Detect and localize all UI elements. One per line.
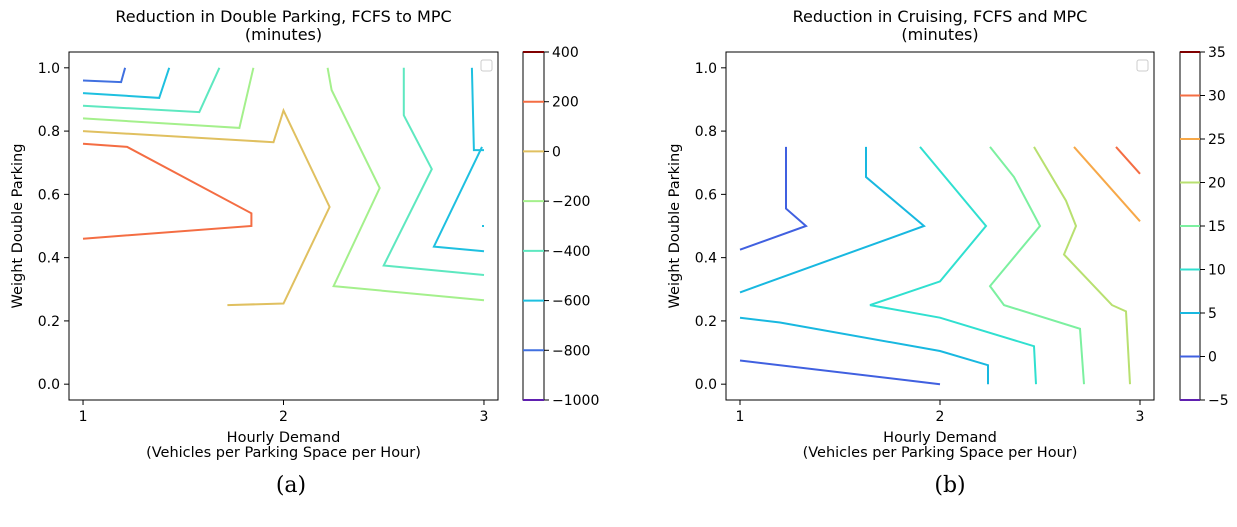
chart-a-colorbar-tick-label-7: −1000: [552, 393, 599, 409]
chart-a-caption: (a): [276, 473, 306, 498]
chart-a-contour-line-7: [470, 67, 484, 152]
chart-b-contour-line-2: [739, 146, 926, 294]
chart-b-x-tick-label-1: 2: [936, 409, 945, 425]
chart-a-y-tick-label-5: 1.0: [38, 61, 60, 77]
chart-a-contour-line-2: [82, 67, 255, 129]
chart-b-y-tick-label-5: 1.0: [695, 61, 717, 77]
chart-a-title-line-1: (minutes): [245, 25, 322, 44]
chart-b-colorbar-tick-label-6: 5: [1208, 306, 1217, 322]
chart-b-x-tick-label-0: 1: [736, 409, 745, 425]
chart-b-contour-line-4: [869, 146, 1037, 385]
chart-b-contour-line-6: [1033, 146, 1131, 385]
chart-a-y-tick-label-4: 0.8: [38, 124, 60, 140]
chart-a-plot-frame: [68, 51, 499, 401]
chart-a-y-axis-label: Weight Double Parking: [10, 144, 26, 309]
chart-a-contour-line-0: [82, 142, 253, 240]
chart-a-title-line-0: Reduction in Double Parking, FCFS to MPC: [115, 7, 451, 26]
chart-a-colorbar-tick-label-2: 0: [552, 144, 561, 160]
chart-b-legend-box: [1136, 59, 1149, 72]
chart-b-contour-line-8: [1115, 146, 1141, 175]
chart-b-y-tick-label-3: 0.6: [695, 187, 717, 203]
chart-a-colorbar-tick-label-3: −200: [552, 194, 590, 210]
chart-a-x-axis-label-line-0: Hourly Demand: [227, 430, 341, 446]
chart-a-colorbar-tick-label-1: 200: [552, 95, 579, 111]
chart-b-contour-line-7: [1073, 146, 1141, 222]
chart-a-x-tick-label-1: 2: [279, 409, 288, 425]
chart-b-x-axis-label-line-0: Hourly Demand: [883, 430, 997, 446]
chart-b-caption: (b): [934, 473, 965, 498]
chart-a-colorbar-tick-label-5: −600: [552, 294, 590, 310]
chart-a-x-tick-label-2: 3: [480, 409, 489, 425]
chart-b-x-tick-label-2: 3: [1136, 409, 1145, 425]
chart-b-x-axis-label-line-1: (Vehicles per Parking Space per Hour): [803, 445, 1078, 461]
chart-a-contour-line-6: [82, 67, 171, 99]
contour-chart-a: Reduction in Double Parking, FCFS to MPC…: [10, 7, 599, 498]
chart-a-contour-line-4: [82, 67, 221, 114]
chart-b-colorbar-tick-label-4: 15: [1208, 219, 1226, 235]
chart-a-legend-box: [480, 59, 493, 72]
chart-b-colorbar-tick-label-2: 25: [1208, 132, 1226, 148]
chart-b-contour-line-1: [739, 359, 941, 386]
chart-b-colorbar-tick-label-5: 10: [1208, 263, 1226, 279]
chart-b-colorbar-tick-label-8: −5: [1208, 393, 1229, 409]
contour-chart-b: Reduction in Cruising, FCFS and MPC(minu…: [667, 7, 1229, 498]
chart-b-colorbar-tick-label-3: 20: [1208, 176, 1226, 192]
chart-a-contour-line-1: [82, 107, 331, 307]
chart-b-colorbar-tick-label-1: 30: [1208, 89, 1226, 105]
chart-a-x-tick-label-0: 1: [79, 409, 88, 425]
chart-b-y-tick-label-2: 0.4: [695, 251, 717, 267]
chart-a-colorbar: [522, 51, 545, 401]
chart-b-title-line-1: (minutes): [901, 25, 978, 44]
chart-b-colorbar-tick-label-7: 0: [1208, 350, 1217, 366]
chart-a-colorbar-tick-label-6: −800: [552, 343, 590, 359]
chart-b-y-axis-label: Weight Double Parking: [667, 144, 683, 309]
chart-b-contour-line-3: [739, 316, 989, 385]
chart-b-title-line-0: Reduction in Cruising, FCFS and MPC: [793, 7, 1088, 26]
chart-b-colorbar-tick-label-0: 35: [1208, 45, 1226, 61]
chart-a-y-tick-label-3: 0.6: [38, 187, 60, 203]
chart-b-y-tick-label-0: 0.0: [695, 377, 717, 393]
chart-a-y-tick-label-1: 0.2: [38, 314, 60, 330]
chart-a-y-tick-label-0: 0.0: [38, 377, 60, 393]
chart-a-colorbar-tick-label-4: −400: [552, 244, 590, 260]
chart-b-contour-line-5: [988, 146, 1085, 385]
chart-b-contour-line-0: [739, 146, 808, 251]
chart-a-contour-line-3: [326, 67, 485, 302]
chart-a-contour-line-5: [382, 67, 485, 276]
chart-a-y-tick-label-2: 0.4: [38, 251, 60, 267]
chart-b-y-tick-label-4: 0.8: [695, 124, 717, 140]
chart-a-contour-line-10: [82, 67, 127, 84]
chart-b-plot-frame: [725, 51, 1155, 401]
chart-a-contour-line-8: [432, 146, 485, 253]
chart-a-colorbar-tick-label-0: 400: [552, 45, 579, 61]
chart-a-x-axis-label-line-1: (Vehicles per Parking Space per Hour): [146, 445, 421, 461]
chart-b-y-tick-label-1: 0.2: [695, 314, 717, 330]
